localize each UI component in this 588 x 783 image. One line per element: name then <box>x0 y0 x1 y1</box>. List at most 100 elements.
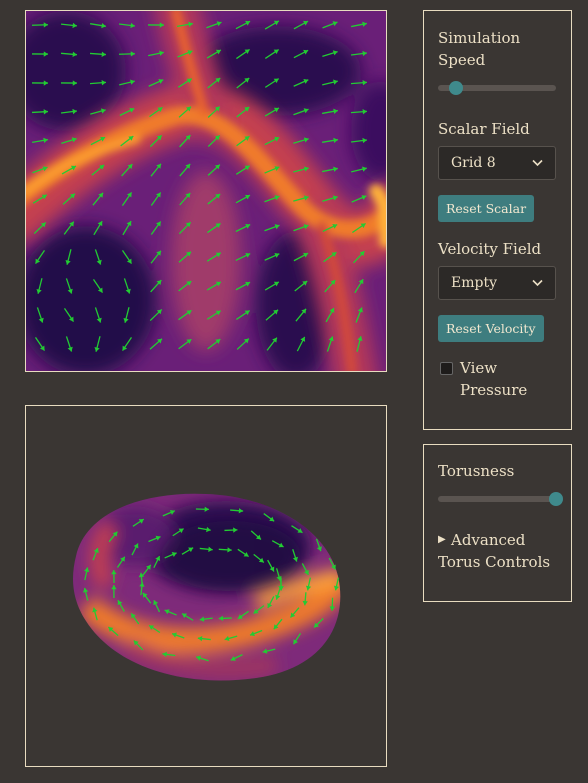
scalar-field-value: Grid 8 <box>451 155 496 171</box>
simulation-speed-slider[interactable] <box>438 81 556 95</box>
velocity-arrow <box>31 22 49 28</box>
view-pressure-checkbox[interactable] <box>440 362 453 375</box>
velocity-arrow <box>178 338 192 350</box>
velocity-arrow <box>293 252 309 262</box>
reset-velocity-button[interactable]: Reset Velocity <box>438 315 544 342</box>
velocity-arrow <box>150 163 162 177</box>
torus-velocity-arrow <box>133 640 144 651</box>
torus-velocity-arrow <box>171 632 185 639</box>
torus-velocity-arrow <box>328 557 337 570</box>
velocity-arrow <box>207 338 221 350</box>
torus-velocity-arrow <box>237 548 249 558</box>
velocity-arrow <box>118 51 136 57</box>
velocity-arrow <box>323 251 337 263</box>
velocity-arrow <box>60 108 78 115</box>
velocity-arrow <box>354 278 364 294</box>
velocity-arrow <box>61 165 77 175</box>
torus-canvas[interactable] <box>25 405 387 767</box>
velocity-arrow <box>206 21 222 29</box>
advanced-torus-controls-label[interactable]: Advanced Torus Controls <box>438 531 551 571</box>
velocity-arrow <box>235 165 251 175</box>
flow-field-view <box>26 11 386 371</box>
velocity-arrow <box>293 79 309 87</box>
velocity-arrow <box>296 336 306 352</box>
torus-velocity-arrow <box>130 613 140 625</box>
velocity-arrow <box>60 22 78 29</box>
velocity-arrow <box>178 280 192 292</box>
velocity-arrow <box>36 307 44 323</box>
velocity-arrow <box>178 221 192 235</box>
torus-velocity-arrow <box>305 577 312 591</box>
velocity-arrow <box>93 220 103 236</box>
velocity-arrow <box>264 281 280 291</box>
velocity-arrow <box>60 51 78 57</box>
velocity-arrow <box>177 21 193 28</box>
velocity-arrow <box>350 80 368 86</box>
velocity-arrow <box>119 79 135 86</box>
torusness-thumb[interactable] <box>549 492 563 506</box>
velocity-arrow <box>63 308 75 322</box>
velocity-arrow <box>206 49 222 59</box>
torusness-slider[interactable] <box>438 492 563 506</box>
velocity-arrow <box>236 77 250 89</box>
torus-velocity-arrow <box>224 527 238 533</box>
velocity-arrow <box>207 193 221 205</box>
torus-velocity-arrow <box>253 553 265 563</box>
velocity-arrow <box>65 249 72 265</box>
torus-velocity-arrow <box>292 549 298 562</box>
velocity-arrow <box>322 50 338 58</box>
velocity-arrow <box>178 251 192 263</box>
torus-velocity-arrow <box>275 587 281 600</box>
view-pressure-label[interactable]: View Pressure <box>460 359 528 399</box>
velocity-arrow <box>264 166 280 174</box>
torus-velocity-arrow <box>262 648 276 654</box>
velocity-arrow <box>92 192 104 206</box>
torus-velocity-arrow <box>111 569 117 584</box>
torus-velocity-arrow <box>142 592 152 604</box>
velocity-arrow <box>31 51 49 57</box>
torus-velocity-arrow <box>195 506 209 512</box>
scalar-field-select[interactable]: Grid 8 <box>438 146 556 180</box>
velocity-arrow <box>119 107 135 117</box>
reset-scalar-button[interactable]: Reset Scalar <box>438 195 535 222</box>
velocity-arrow <box>352 222 366 234</box>
velocity-arrow <box>351 166 367 173</box>
torus-velocity-arrow <box>313 617 324 628</box>
velocity-arrow <box>322 79 338 86</box>
velocity-field-value: Empty <box>451 275 497 291</box>
velocity-arrow <box>322 21 338 29</box>
velocity-arrow <box>293 108 309 116</box>
torus-velocity-arrow <box>148 535 161 543</box>
velocity-arrow <box>350 50 368 57</box>
velocity-arrow <box>61 137 77 145</box>
torus-velocity-arrow <box>218 615 232 622</box>
torus-controls-panel: Torusness ▶ Advanced Torus Controls <box>423 444 572 602</box>
velocity-arrow <box>60 80 78 86</box>
velocity-arrow <box>34 337 46 351</box>
simulation-speed-label: Simulation Speed <box>438 29 521 69</box>
velocity-arrow <box>355 307 363 323</box>
velocity-arrow <box>91 164 105 176</box>
velocity-arrow <box>36 278 43 294</box>
torus-velocity-arrow <box>267 559 275 572</box>
velocity-arrow <box>293 195 309 202</box>
velocity-arrow <box>235 281 251 291</box>
velocity-arrow <box>118 22 136 29</box>
velocity-arrow <box>206 310 222 320</box>
flow-field-canvas[interactable] <box>25 10 387 372</box>
velocity-arrow <box>293 224 309 232</box>
velocity-arrow <box>322 166 338 173</box>
torus-velocity-arrow <box>199 616 213 622</box>
velocity-arrow <box>94 336 101 352</box>
velocity-arrow <box>149 308 163 322</box>
velocity-arrow <box>32 137 48 144</box>
simulation-speed-thumb[interactable] <box>448 81 463 95</box>
torus-velocity-arrow <box>291 525 303 534</box>
velocity-field-select[interactable]: Empty <box>438 266 556 300</box>
velocity-arrow <box>295 308 307 322</box>
velocity-arrow <box>89 51 107 57</box>
torus-velocity-arrow <box>92 607 98 621</box>
velocity-arrow <box>31 109 49 115</box>
velocity-arrow <box>264 49 280 59</box>
velocity-arrow <box>179 163 191 177</box>
